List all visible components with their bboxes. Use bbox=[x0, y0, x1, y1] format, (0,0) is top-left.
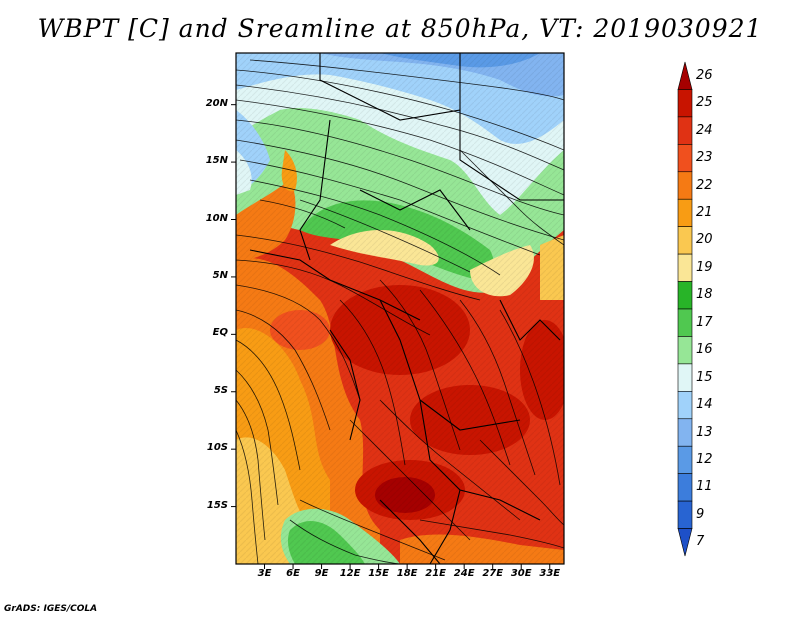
colorbar-label: 22 bbox=[696, 177, 713, 193]
figure-title: WBPT [C] and Sreamline at 850hPa, VT: 20… bbox=[37, 14, 763, 43]
colorbar-label: 18 bbox=[696, 287, 713, 303]
colorbar-label: 25 bbox=[696, 95, 713, 111]
lon-label: 12E bbox=[339, 568, 361, 579]
lat-label: 10N bbox=[205, 212, 228, 224]
axis-ticks bbox=[231, 104, 551, 569]
lon-label: 6E bbox=[286, 568, 300, 579]
lat-label: 15S bbox=[206, 499, 228, 511]
lat-label: 20N bbox=[205, 97, 228, 109]
colorbar-swatch bbox=[677, 363, 693, 392]
lat-label: 10S bbox=[206, 442, 228, 454]
lat-label: 5S bbox=[213, 384, 228, 396]
colorbar-swatch bbox=[677, 473, 693, 502]
colorbar-swatch bbox=[677, 61, 693, 90]
colorbar-swatch bbox=[677, 336, 693, 365]
colorbar-label: 17 bbox=[696, 314, 713, 330]
colorbar-swatch bbox=[677, 281, 693, 310]
plot-frame bbox=[235, 52, 565, 565]
lon-label: 27E bbox=[482, 568, 504, 579]
lon-label: 9E bbox=[314, 568, 329, 579]
wbpt-field bbox=[236, 53, 564, 564]
colorbar-label: 16 bbox=[696, 342, 713, 358]
colorbar-label: 13 bbox=[696, 424, 713, 440]
colorbar-label: 11 bbox=[696, 479, 713, 495]
lon-label: 3E bbox=[257, 568, 272, 579]
lon-label: 15E bbox=[368, 568, 389, 579]
grads-credit: GrADS: IGES/COLA bbox=[4, 604, 98, 614]
colorbar-swatch bbox=[677, 89, 693, 118]
colorbar-label: 26 bbox=[696, 67, 713, 83]
colorbar-label: 15 bbox=[696, 369, 713, 385]
colorbar-swatch bbox=[677, 171, 693, 200]
colorbar-swatch bbox=[677, 500, 693, 529]
colorbar-swatch bbox=[677, 308, 693, 337]
lon-label: 18E bbox=[396, 568, 418, 579]
colorbar-swatch bbox=[677, 198, 693, 227]
colorbar-label: 14 bbox=[696, 397, 713, 413]
colorbar-label: 19 bbox=[696, 259, 713, 275]
colorbar-swatch bbox=[677, 445, 693, 474]
lon-label: 24E bbox=[453, 568, 475, 579]
lon-label: 21E bbox=[425, 568, 447, 579]
lon-label: 30E bbox=[510, 568, 532, 579]
colorbar-swatch bbox=[677, 253, 693, 282]
colorbar-swatch bbox=[677, 528, 693, 557]
colorbar-label: 7 bbox=[696, 534, 705, 550]
colorbar-label: 23 bbox=[696, 150, 713, 166]
colorbar-swatch bbox=[677, 418, 693, 447]
colorbar-label: 21 bbox=[696, 204, 713, 220]
lat-label: 5N bbox=[212, 269, 228, 281]
lat-label: 15N bbox=[205, 155, 228, 167]
lat-label: EQ bbox=[212, 327, 228, 339]
colorbar-swatch bbox=[677, 144, 693, 173]
colorbar-label: 24 bbox=[696, 122, 713, 138]
colorbar-swatch bbox=[677, 391, 693, 420]
colorbar bbox=[677, 61, 693, 557]
colorbar-label: 9 bbox=[696, 506, 705, 522]
colorbar-label: 20 bbox=[696, 232, 713, 248]
lon-label: 33E bbox=[539, 568, 561, 579]
colorbar-swatch bbox=[677, 116, 693, 145]
colorbar-swatch bbox=[677, 226, 693, 255]
colorbar-label: 12 bbox=[696, 451, 713, 467]
